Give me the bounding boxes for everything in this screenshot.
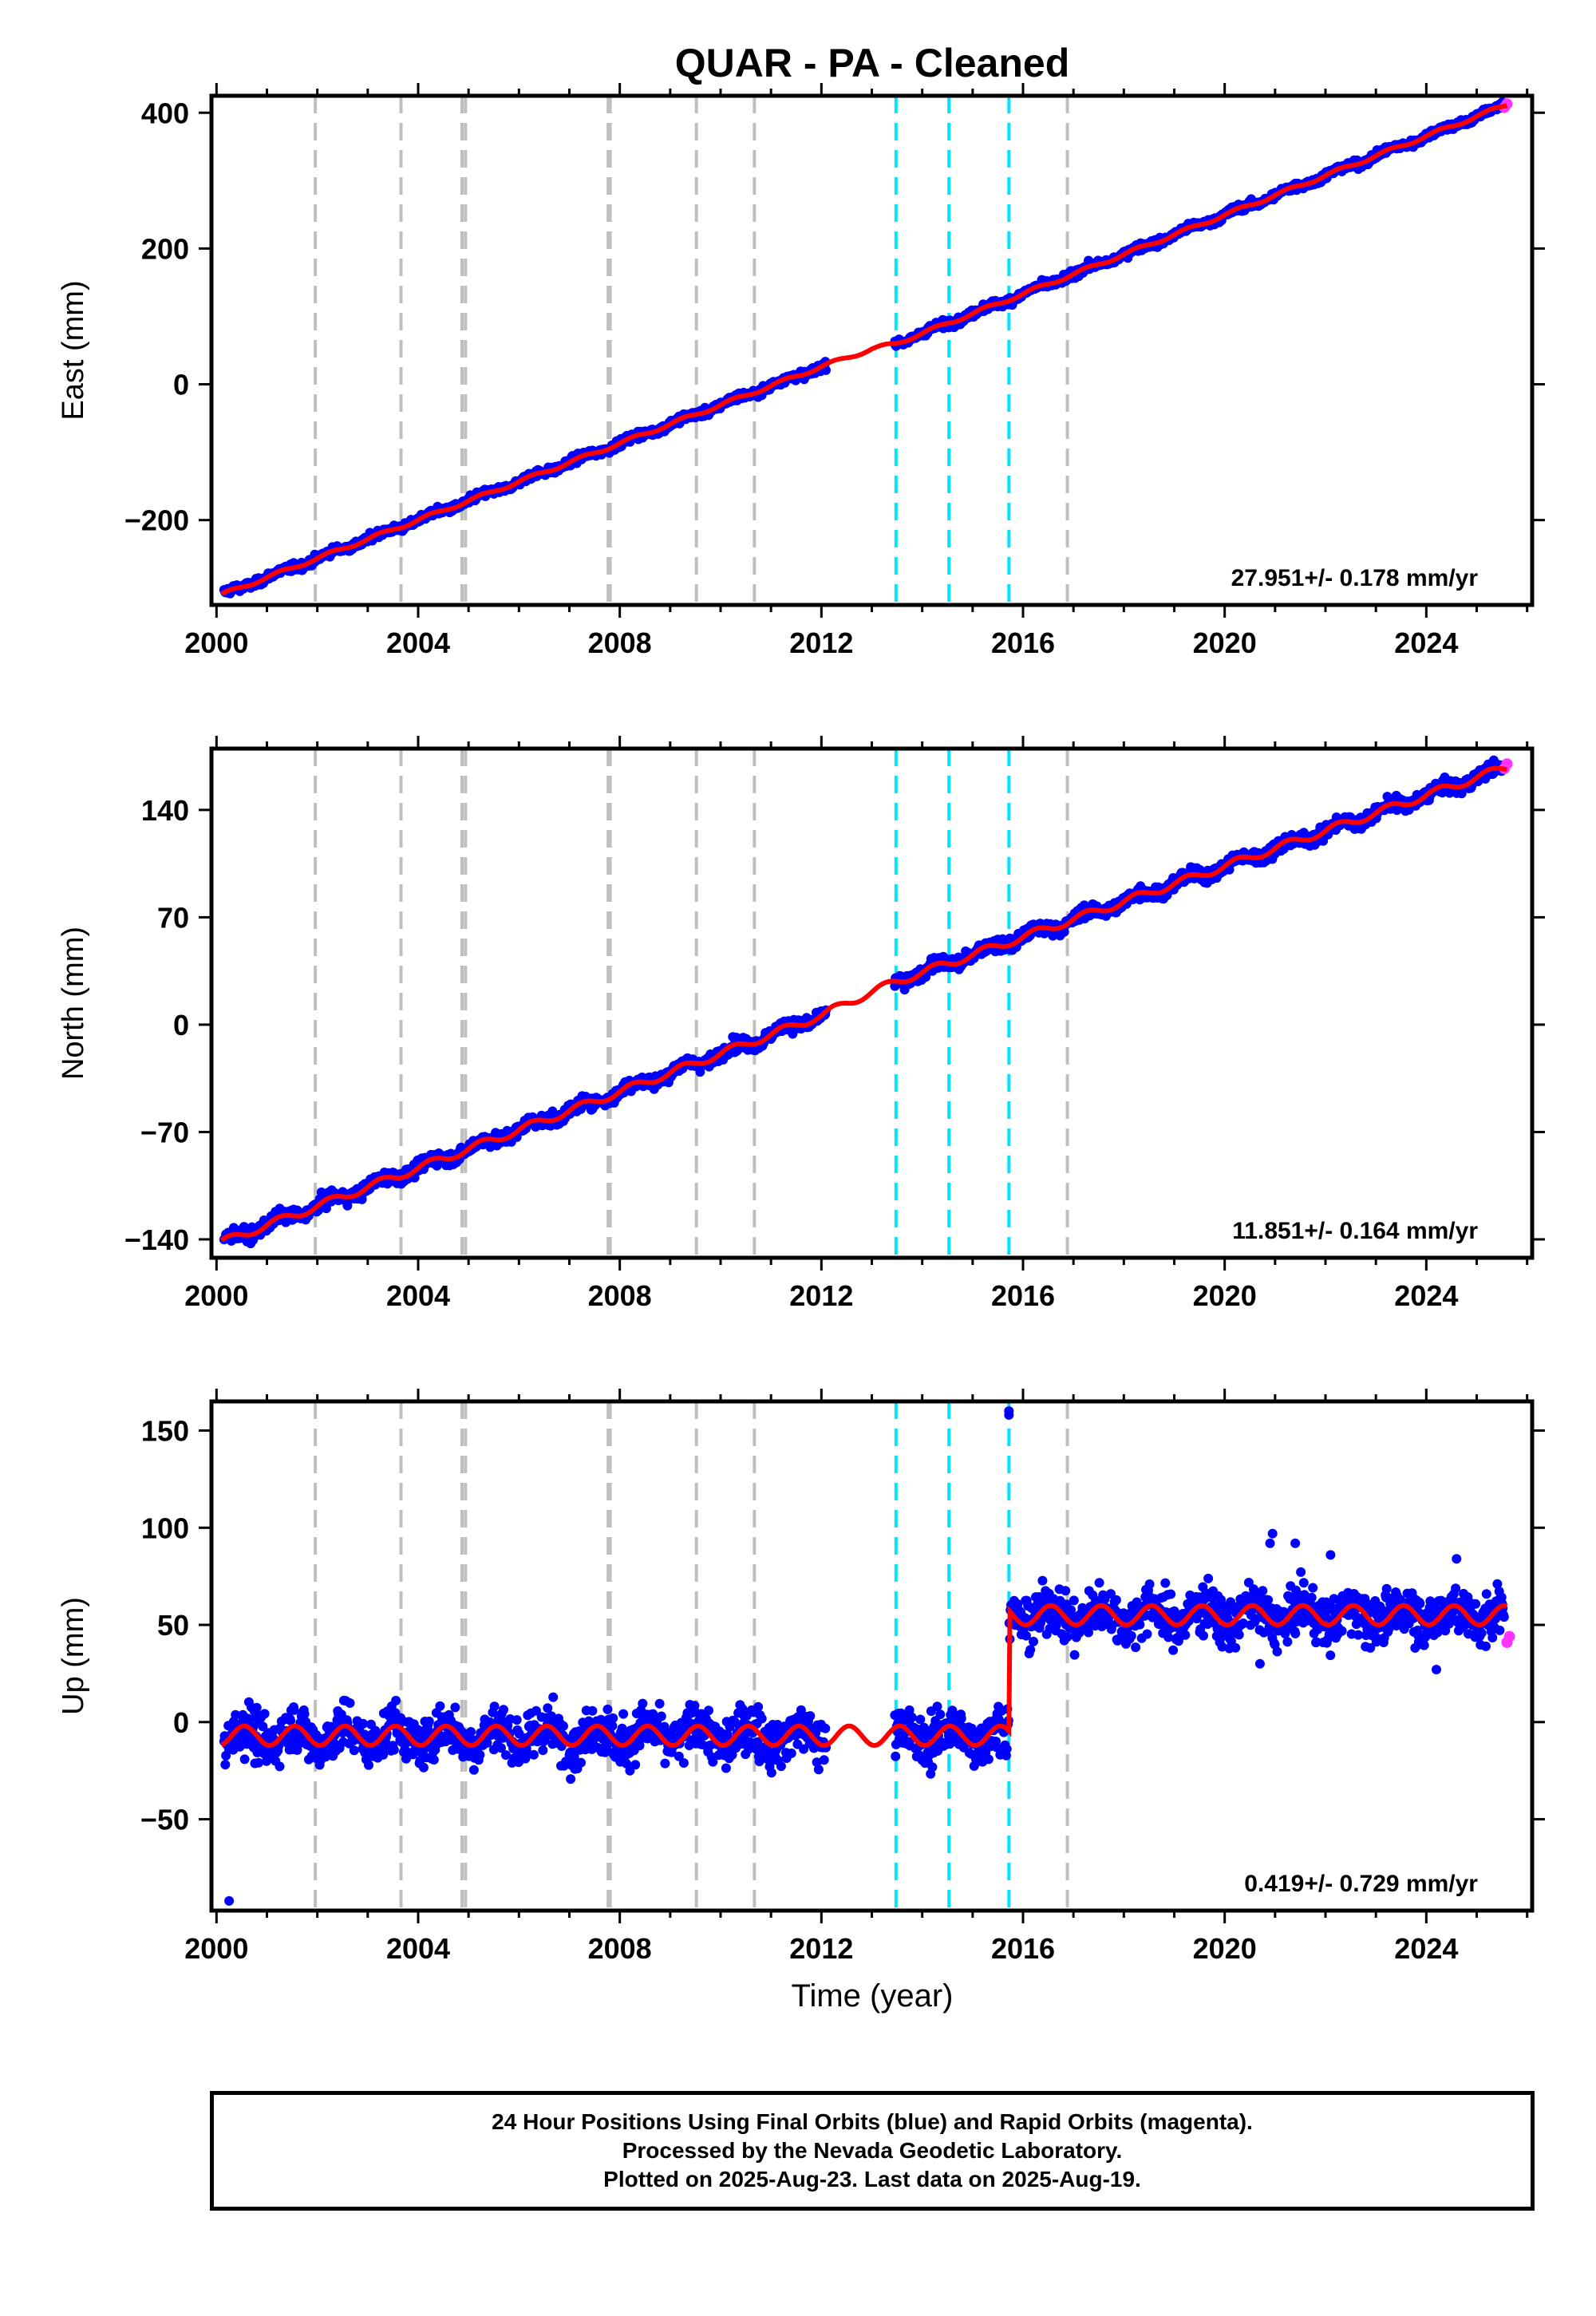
data-point — [602, 1704, 613, 1714]
data-point — [391, 1695, 401, 1705]
x-tick-label: 2016 — [991, 1279, 1055, 1312]
data-point — [678, 1758, 689, 1768]
data-point — [364, 1760, 373, 1770]
data-point — [602, 1745, 612, 1755]
y-tick-label: 70 — [157, 901, 189, 934]
data-point — [286, 1716, 296, 1725]
data-point — [543, 1703, 553, 1713]
data-point — [275, 1761, 285, 1772]
data-point — [220, 1760, 231, 1770]
final-orbit-points-up — [219, 1406, 1509, 1906]
data-point — [501, 1750, 511, 1761]
data-point — [489, 1701, 500, 1712]
data-point — [424, 1725, 433, 1736]
model-fit-line-north — [219, 765, 1507, 1243]
velocity-label-east: 27.951+/- 0.178 mm/yr — [1231, 565, 1479, 591]
model-fit-line-east — [220, 103, 1508, 596]
panel-east: 2000 2004 2008 2012 2016 2020 2024 −200 0 200 400 E… — [57, 83, 1545, 659]
data-point — [634, 1741, 645, 1751]
x-tick-label: 2020 — [1193, 626, 1257, 659]
data-point — [349, 1745, 359, 1756]
panels: 2000 2004 2008 2012 2016 2020 2024 −200 0 200 400 E… — [57, 83, 1545, 2014]
data-point — [512, 1715, 522, 1725]
plot-area-up — [219, 1401, 1515, 1911]
panel-up: 2000 2004 2008 2012 2016 2020 2024−50050100150… — [57, 1389, 1545, 1965]
plot-area-east — [219, 96, 1513, 605]
y-tick-label: 400 — [141, 97, 189, 129]
velocity-label-north: 11.851+/- 0.164 mm/yr — [1232, 1218, 1478, 1244]
data-point — [358, 1718, 369, 1729]
data-point — [548, 1692, 559, 1702]
x-tick-label: 2004 — [386, 1279, 450, 1312]
figure-title: QUAR - PA - Cleaned — [675, 41, 1069, 85]
data-point — [638, 1698, 648, 1709]
data-point — [251, 1702, 262, 1713]
y-tick-label: 140 — [141, 794, 189, 827]
x-tick-label: 2012 — [789, 626, 853, 659]
data-point — [258, 1721, 268, 1732]
data-point — [617, 1723, 627, 1733]
x-tick-label: 2020 — [1193, 1279, 1257, 1312]
data-point — [496, 1743, 506, 1753]
y-axis-label-east: East (mm) — [57, 280, 90, 420]
data-point — [289, 1705, 299, 1715]
data-point — [674, 1751, 684, 1761]
data-point — [345, 1698, 355, 1708]
plot-area-north — [219, 749, 1513, 1258]
x-tick-label: 2008 — [588, 626, 652, 659]
data-point — [299, 1709, 310, 1719]
data-point — [429, 1755, 439, 1765]
x-tick-label: 2000 — [184, 626, 248, 659]
data-point — [576, 1757, 586, 1768]
data-point — [378, 1749, 389, 1760]
data-point — [654, 1698, 665, 1709]
data-point — [435, 1701, 445, 1711]
data-point — [475, 1749, 485, 1760]
data-point — [566, 1774, 576, 1784]
y-tick-label: 0 — [173, 1009, 189, 1041]
x-tick-label: 2000 — [184, 1279, 248, 1312]
y-tick-label: 200 — [141, 232, 189, 265]
y-tick-label: −140 — [124, 1223, 189, 1256]
data-point — [499, 1705, 508, 1715]
x-tick-label: 2024 — [1394, 1279, 1458, 1312]
data-point — [468, 1765, 479, 1775]
data-point — [231, 1709, 241, 1720]
y-tick-label: −200 — [124, 504, 189, 537]
data-point — [531, 1705, 541, 1716]
data-point — [538, 1745, 548, 1756]
data-point — [528, 1749, 539, 1760]
data-point — [660, 1758, 670, 1769]
data-point — [559, 1721, 568, 1731]
x-tick-label: 2024 — [1394, 626, 1458, 659]
data-point — [608, 1713, 618, 1723]
data-point — [418, 1762, 429, 1773]
x-tick-label: 2016 — [991, 626, 1055, 659]
data-point — [424, 1716, 434, 1726]
y-axis-label-north: North (mm) — [57, 927, 90, 1080]
y-tick-label: −70 — [140, 1116, 189, 1148]
data-point — [587, 1705, 598, 1716]
data-point — [482, 1737, 492, 1748]
data-point — [618, 1709, 629, 1719]
data-point — [621, 1758, 631, 1769]
x-tick-label: 2004 — [386, 626, 450, 659]
y-tick-label: 0 — [173, 369, 189, 401]
data-point — [389, 1745, 399, 1755]
x-tick-label: 2008 — [588, 1279, 652, 1312]
data-point — [254, 1757, 263, 1768]
data-point — [400, 1745, 410, 1755]
data-point — [450, 1702, 460, 1713]
data-point — [259, 1709, 270, 1719]
x-tick-label: 2012 — [789, 1279, 853, 1312]
data-point — [630, 1760, 641, 1770]
panel-north: 2000 2004 2008 2012 2016 2020 2024 −140 −70 0 70 14… — [57, 736, 1545, 1312]
data-point — [607, 1721, 618, 1731]
data-point — [656, 1711, 666, 1721]
data-point — [239, 1754, 250, 1765]
data-point — [466, 1727, 476, 1737]
